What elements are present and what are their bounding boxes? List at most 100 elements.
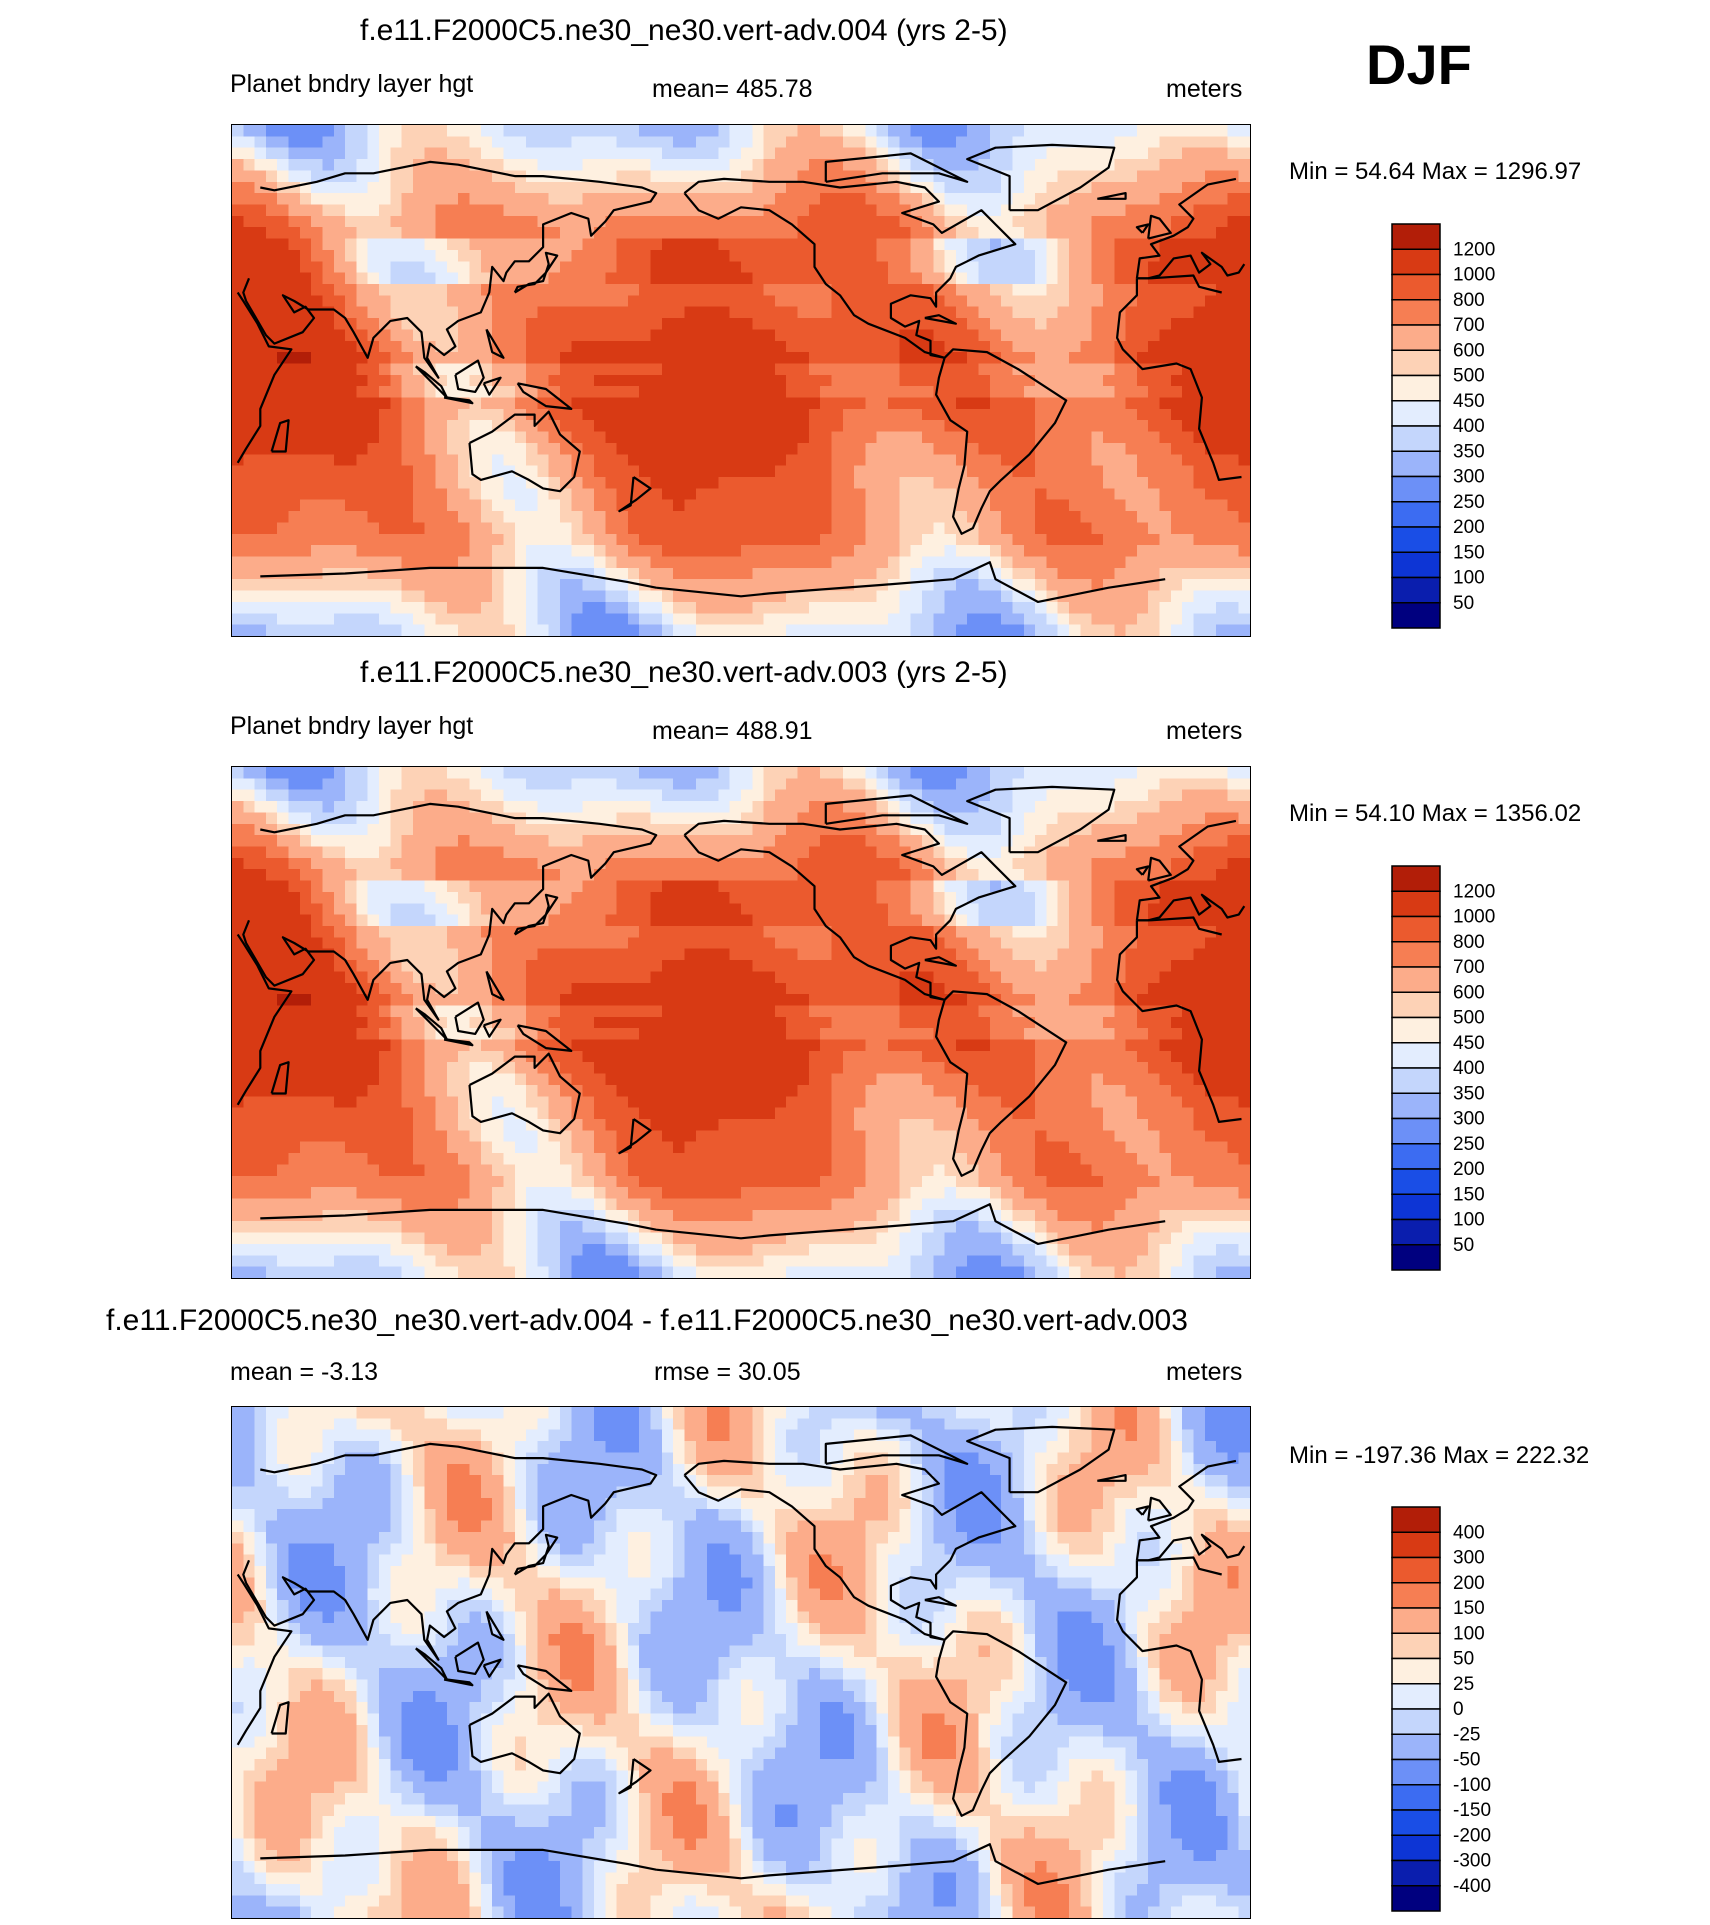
contour-cell (673, 318, 686, 330)
contour-cell (684, 295, 697, 308)
contour-cell (277, 454, 290, 467)
contour-cell (1125, 465, 1138, 478)
contour-cell (367, 340, 380, 353)
labelbar-tick-label: 150 (1453, 542, 1485, 563)
contour-cell (480, 374, 493, 387)
contour-cell (854, 789, 867, 802)
contour-cell (1227, 590, 1240, 603)
contour-cell (1216, 408, 1228, 421)
contour-cell (1125, 613, 1138, 626)
contour-cell (232, 789, 244, 802)
contour-cell (390, 767, 403, 779)
contour-cell (333, 136, 346, 149)
contour-cell (808, 613, 821, 626)
contour-cell (831, 193, 844, 206)
contour-cell (548, 227, 561, 240)
contour-cell (673, 386, 686, 399)
contour-cell (379, 147, 391, 160)
coastline (482, 376, 502, 396)
contour-cell (412, 204, 425, 217)
labelbar-box (1391, 425, 1441, 452)
contour-cell (356, 147, 369, 160)
contour-cell (639, 363, 652, 376)
contour-cell (673, 249, 686, 262)
contour-cell (345, 318, 358, 330)
contour-cell (1216, 340, 1228, 353)
contour-cell (311, 204, 324, 217)
contour-cell (741, 125, 753, 137)
contour-cell (232, 125, 244, 137)
contour-cell (650, 159, 663, 172)
contour-cell (1091, 181, 1104, 194)
contour-cell (1204, 272, 1217, 285)
contour-cell (627, 454, 640, 467)
contour-cell (1023, 318, 1036, 330)
contour-cell (254, 511, 267, 524)
contour-cell (933, 624, 946, 636)
contour-cell (1069, 767, 1081, 779)
contour-cell (842, 227, 855, 240)
contour-cell (322, 147, 335, 160)
contour-cell (390, 567, 403, 580)
contour-cell (1023, 295, 1036, 308)
contour-cell (379, 306, 391, 319)
contour-cell (955, 420, 968, 433)
contour-cell (548, 869, 561, 882)
contour-cell (243, 579, 256, 592)
contour-cell (299, 465, 312, 478)
contour-cell (514, 801, 527, 814)
contour-cell (695, 624, 708, 636)
contour-cell (967, 846, 980, 859)
contour-cell (616, 835, 629, 848)
contour-cell (435, 556, 448, 569)
contour-cell (1023, 193, 1036, 206)
contour-cell (786, 601, 799, 614)
contour-cell (1057, 238, 1070, 251)
contour-cell (921, 170, 934, 183)
contour-cell (944, 556, 957, 569)
labelbar-box (1391, 602, 1441, 629)
contour-cell (989, 318, 1002, 330)
contour-cell (616, 823, 629, 836)
contour-cell (458, 511, 471, 524)
contour-cell (1193, 159, 1206, 172)
contour-cell (978, 352, 991, 365)
contour-cell (1080, 823, 1093, 836)
contour-cell (989, 147, 1002, 160)
contour-cell (571, 295, 584, 308)
contour-cell (582, 170, 595, 183)
contour-cell (910, 767, 923, 779)
contour-cell (1069, 624, 1081, 636)
contour-cell (526, 329, 538, 342)
contour-cell (741, 261, 753, 274)
contour-cell (412, 590, 425, 603)
contour-cell (571, 386, 584, 399)
contour-cell (627, 533, 640, 546)
contour-cell (1069, 556, 1081, 569)
contour-cell (277, 193, 290, 206)
contour-cell (718, 846, 731, 859)
contour-cell (1035, 579, 1047, 592)
contour-cell (345, 801, 358, 814)
contour-cell (458, 147, 471, 160)
contour-cell (1125, 431, 1138, 444)
contour-cell (379, 340, 391, 353)
contour-cell (616, 477, 629, 489)
contour-cell (265, 545, 278, 558)
contour-cell (277, 215, 290, 228)
contour-cell (277, 477, 290, 489)
contour-cell (1193, 590, 1206, 603)
contour-cell (356, 488, 369, 501)
contour-cell (661, 465, 674, 478)
contour-cell (560, 261, 572, 274)
contour-cell (243, 613, 256, 626)
contour-cell (933, 545, 946, 558)
contour-cell (345, 511, 358, 524)
contour-cell (1193, 431, 1206, 444)
contour-cell (695, 556, 708, 569)
contour-cell (967, 801, 980, 814)
contour-cell (311, 511, 324, 524)
contour-cell (695, 272, 708, 285)
contour-cell (526, 272, 538, 285)
contour-cell (774, 846, 787, 859)
